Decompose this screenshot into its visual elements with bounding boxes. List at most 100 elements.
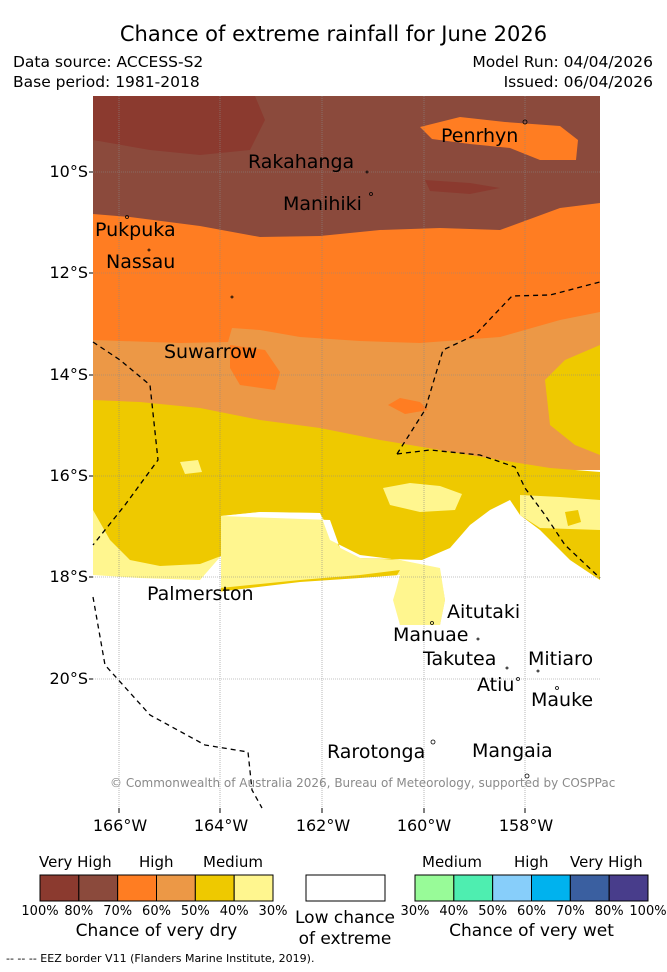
very-high-dry-core: [93, 96, 265, 155]
medium-dry-patch: [545, 345, 600, 455]
place-label-mangaia: Mangaia: [472, 740, 553, 762]
issued-date: Issued: 06/04/2026: [503, 73, 653, 91]
island-aitutaki: [430, 621, 434, 625]
island-rarotonga: [430, 739, 436, 745]
lon-tick-marks: [118, 808, 526, 813]
dry-swatch: [233, 874, 274, 902]
wet-swatch: [453, 874, 494, 902]
island-nassau: [147, 248, 151, 252]
place-label-rarotonga: Rarotonga: [327, 741, 426, 763]
data-source: Data source: ACCESS-S2: [13, 53, 204, 71]
graticule: [93, 96, 600, 808]
low-medium-dry-patch: [383, 483, 462, 512]
dry-pct-label: 70%: [103, 904, 133, 919]
low-chance-caption-1: Low chance: [295, 908, 395, 928]
island-mauke: [555, 686, 559, 690]
wet-header-high: High: [514, 853, 549, 871]
wet-pct-label: 100%: [629, 904, 667, 919]
dry-pct-label: 80%: [64, 904, 94, 919]
dry-pct-label: 100%: [21, 904, 59, 919]
island-takutea: [505, 666, 509, 670]
place-label-takutea: Takutea: [423, 648, 497, 670]
dry-caption: Chance of very dry: [75, 921, 238, 941]
place-label-pukapuka: Pukpuka: [95, 219, 176, 241]
copyright-notice: © Commonwealth of Australia 2026, Bureau…: [110, 776, 616, 790]
map-title: Chance of extreme rainfall for June 2026: [119, 22, 548, 46]
place-label-nassau: Nassau: [106, 251, 176, 273]
island-mitiaro: [536, 669, 540, 673]
low-chance-region: [93, 556, 221, 600]
wet-pct-label: 70%: [555, 904, 585, 919]
island-penrhyn: [522, 119, 528, 125]
place-label-manihiki: Manihiki: [283, 193, 362, 215]
lon-label-160w: 160°W: [396, 816, 452, 835]
eez-border: [92, 281, 601, 809]
dry-pct-label: 40%: [219, 904, 249, 919]
high-dry-region: [93, 203, 600, 350]
wet-caption: Chance of very wet: [449, 921, 614, 941]
dry-pct-label: 50%: [180, 904, 210, 919]
high-dry-patch: [420, 117, 578, 160]
wet-pct-label: 60%: [517, 904, 546, 919]
wet-pct-label: 80%: [594, 904, 624, 919]
place-label-atiu: Atiu: [477, 674, 515, 696]
wet-legend-bar: [414, 874, 649, 902]
low-chance-caption-2: of extreme: [298, 929, 392, 949]
dry-swatch: [78, 874, 119, 902]
wet-header-medium: Medium: [422, 853, 482, 871]
place-label-aitutaki: Aitutaki: [447, 601, 521, 623]
island-suwarrow: [230, 295, 234, 299]
place-label-mitiaro: Mitiaro: [528, 648, 594, 670]
low-medium-dry-region: [93, 510, 445, 625]
place-label-suwarrow: Suwarrow: [164, 341, 258, 363]
lon-label-158w: 158°W: [498, 816, 554, 835]
island-mangaia: [524, 773, 530, 779]
dry-pct-label: 60%: [142, 904, 171, 919]
wet-swatch: [492, 874, 532, 902]
lat-label-18s: 18°S: [49, 567, 88, 586]
low-chance-swatch: [305, 874, 386, 902]
wet-header-very-high: Very High: [570, 853, 643, 871]
lat-label-12s: 12°S: [49, 263, 88, 282]
dry-header-very-high: Very High: [39, 853, 112, 871]
very-high-dry-core: [425, 180, 500, 194]
dry-swatch: [39, 874, 80, 902]
island-atiu: [516, 677, 520, 681]
model-run: Model Run: 04/04/2026: [472, 53, 653, 71]
lat-label-20s: 20°S: [49, 669, 88, 688]
wet-pct-label: 30%: [400, 904, 430, 919]
dry-pct-label: 30%: [258, 904, 288, 919]
low-medium-dry-patch: [180, 460, 202, 474]
place-label-manuae: Manuae: [393, 624, 469, 646]
island-markers: [125, 119, 559, 779]
eez-border-line: [92, 596, 263, 809]
base-period: Base period: 1981-2018: [13, 73, 200, 91]
place-label-penrhyn: Penrhyn: [441, 125, 519, 147]
wet-swatch: [569, 874, 610, 902]
lon-label-164w: 164°W: [193, 816, 249, 835]
dry-swatch: [156, 874, 196, 902]
island-pukapuka: [125, 215, 129, 219]
lat-label-16s: 16°S: [49, 466, 88, 485]
wet-pct-label: 50%: [478, 904, 508, 919]
dry-swatch: [194, 874, 235, 902]
wet-swatch: [414, 874, 455, 902]
place-label-mauke: Mauke: [531, 689, 594, 711]
wet-swatch: [531, 874, 571, 902]
lon-label-162w: 162°W: [295, 816, 351, 835]
dry-header-medium: Medium: [203, 853, 263, 871]
eez-footnote: -- -- -- EEZ border V11 (Flanders Marine…: [6, 952, 315, 965]
wet-swatch: [608, 874, 649, 902]
wet-pct-label: 40%: [439, 904, 469, 919]
lat-label-10s: 10°S: [49, 162, 88, 181]
lat-label-14s: 14°S: [49, 365, 88, 384]
island-manuae: [476, 637, 480, 641]
place-label-palmerston: Palmerston: [147, 583, 254, 605]
high-dry-patch: [388, 398, 428, 414]
medium-dry-patch: [565, 510, 581, 526]
place-label-rakahanga: Rakahanga: [248, 151, 355, 173]
dry-legend-bar: [39, 874, 274, 902]
island-manihiki: [369, 192, 373, 196]
high-dry-patch: [230, 345, 280, 390]
